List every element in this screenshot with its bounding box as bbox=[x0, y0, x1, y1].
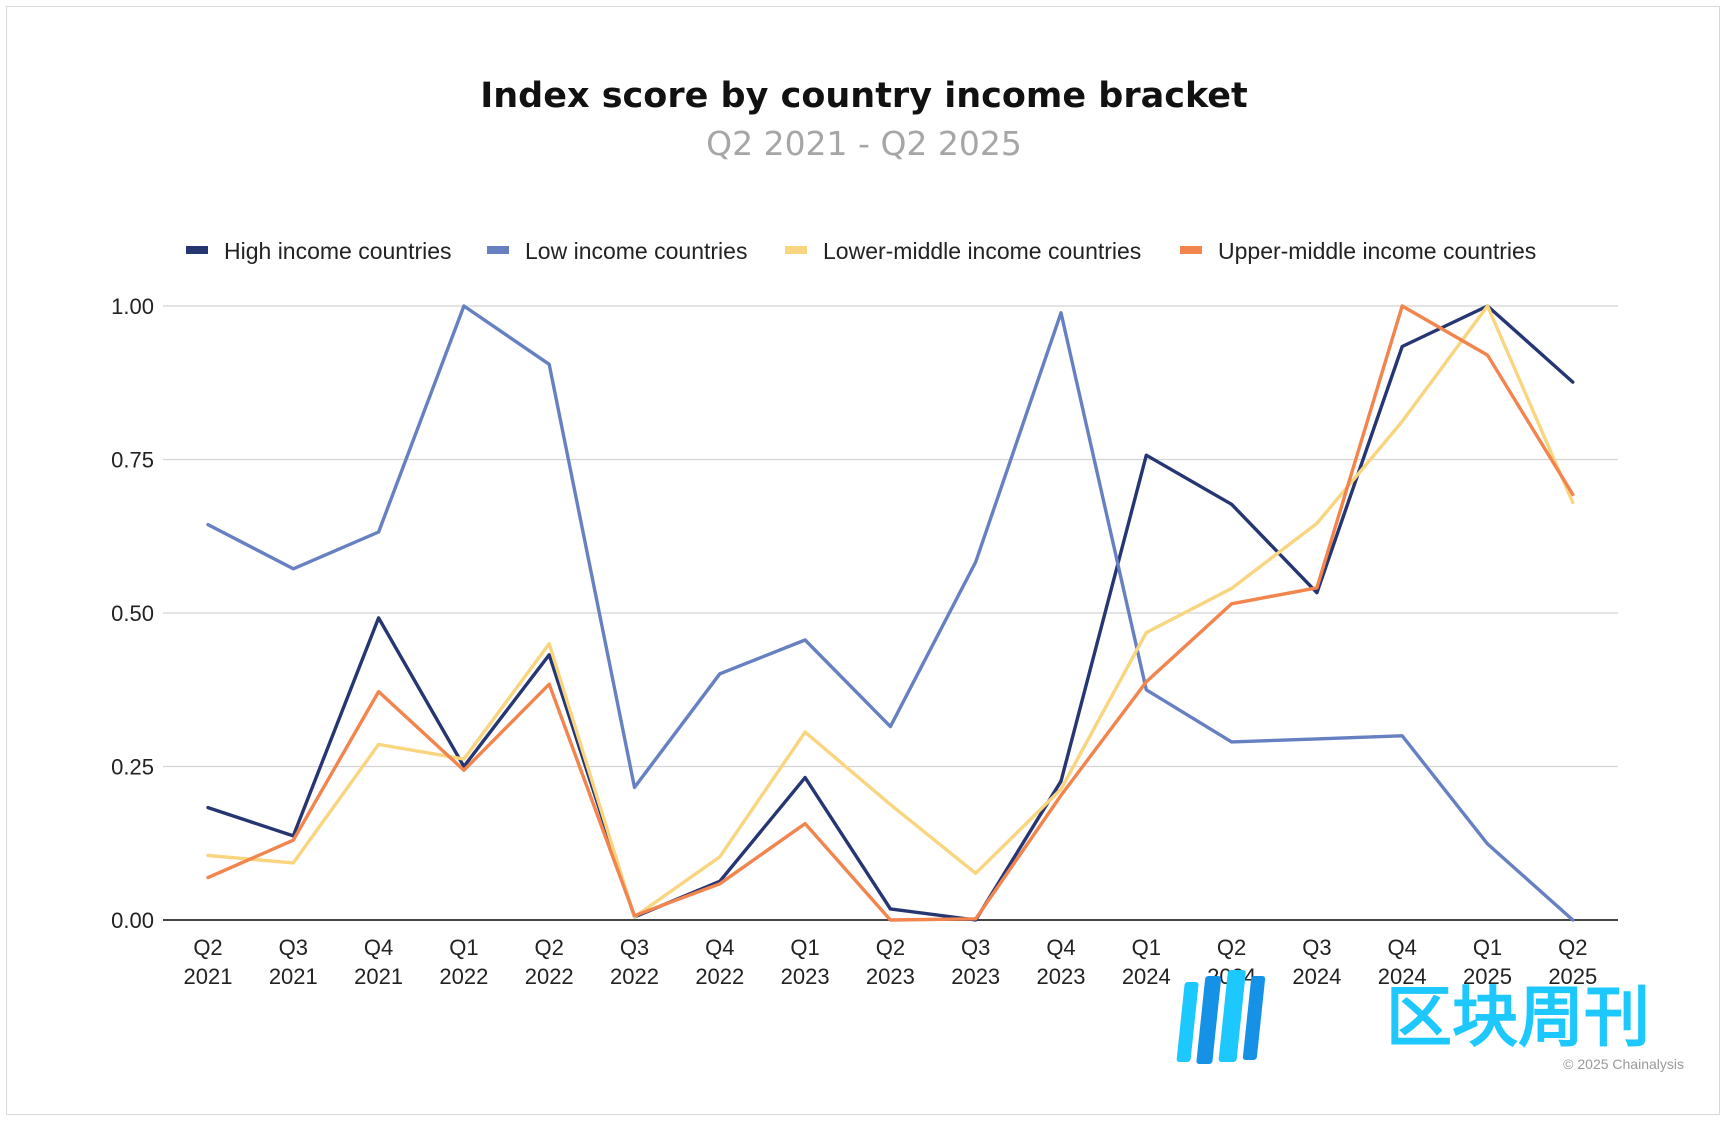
x-tick-label: Q2 2022 bbox=[525, 935, 574, 989]
legend-label: Lower-middle income countries bbox=[823, 238, 1141, 264]
series-line-upper-middle-income-countries bbox=[206, 304, 1575, 922]
legend-item: Low income countries bbox=[487, 238, 747, 264]
legend-label: High income countries bbox=[224, 238, 452, 264]
legend-label: Low income countries bbox=[525, 238, 747, 264]
x-tick-label: Q4 2021 bbox=[354, 935, 403, 989]
y-tick-label: 0.50 bbox=[111, 601, 154, 626]
series-line-high-income-countries bbox=[206, 304, 1575, 922]
legend-item: Lower-middle income countries bbox=[785, 238, 1141, 264]
x-tick-label: Q1 2025 bbox=[1463, 935, 1512, 989]
chart-subtitle: Q2 2021 - Q2 2025 bbox=[706, 124, 1022, 163]
x-tick-label: Q4 2022 bbox=[695, 935, 744, 989]
y-tick-label: 0.00 bbox=[111, 908, 154, 933]
watermark-bars-icon bbox=[1176, 970, 1266, 1064]
x-tick-label: Q4 2023 bbox=[1037, 935, 1086, 989]
x-tick-label: Q3 2022 bbox=[610, 935, 659, 989]
x-tick-label: Q2 2021 bbox=[184, 935, 233, 989]
y-axis-ticks: 0.00 0.25 0.50 0.75 1.00 bbox=[111, 294, 154, 933]
y-tick-label: 0.75 bbox=[111, 448, 154, 473]
series-line-low-income-countries bbox=[206, 304, 1575, 922]
x-tick-label: Q3 2021 bbox=[269, 935, 318, 989]
copyright: © 2025 Chainalysis bbox=[1563, 1056, 1684, 1072]
x-tick-label: Q1 2022 bbox=[439, 935, 488, 989]
legend: High income countries Low income countrie… bbox=[186, 238, 1536, 264]
y-tick-label: 1.00 bbox=[111, 294, 154, 319]
x-tick-label: Q3 2024 bbox=[1292, 935, 1341, 989]
x-tick-label: Q4 2024 bbox=[1378, 935, 1427, 989]
x-axis-ticks: Q2 2021 Q3 2021 Q4 2021 Q1 2022 Q2 2022 Q3 2022 Q4 20… bbox=[184, 935, 1598, 989]
x-tick-label: Q1 2023 bbox=[781, 935, 830, 989]
x-tick-label: Q2 2023 bbox=[866, 935, 915, 989]
legend-swatch bbox=[1180, 246, 1202, 254]
watermark-text: 区块周刊 bbox=[1386, 979, 1650, 1056]
series-lines bbox=[206, 304, 1575, 922]
watermark-logo: 区块周刊 bbox=[1176, 970, 1650, 1064]
chart-title: Index score by country income bracket bbox=[480, 76, 1248, 116]
legend-label: Upper-middle income countries bbox=[1218, 238, 1536, 264]
legend-item: High income countries bbox=[186, 238, 452, 264]
gridlines bbox=[163, 305, 1618, 921]
y-tick-label: 0.25 bbox=[111, 755, 154, 780]
chart-card bbox=[6, 6, 1720, 1115]
legend-swatch bbox=[487, 246, 509, 254]
x-tick-label: Q2 2025 bbox=[1548, 935, 1597, 989]
x-tick-label: Q3 2023 bbox=[951, 935, 1000, 989]
legend-item: Upper-middle income countries bbox=[1180, 238, 1536, 264]
legend-swatch bbox=[785, 246, 807, 254]
series-line-lower-middle-income-countries bbox=[206, 304, 1575, 919]
legend-swatch bbox=[186, 246, 208, 254]
x-tick-label: Q1 2024 bbox=[1122, 935, 1171, 989]
